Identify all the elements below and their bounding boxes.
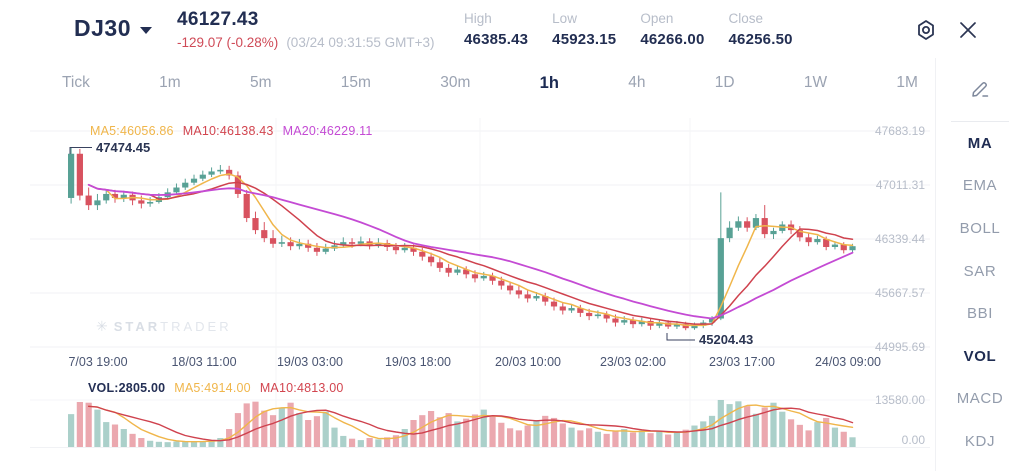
divider — [951, 121, 1009, 122]
svg-text:23/03 17:00: 23/03 17:00 — [709, 355, 775, 369]
vol-ma10-legend-value: MA10:4813.00 — [259, 381, 344, 395]
sidebar-item-macd[interactable]: MACD — [956, 390, 1004, 408]
chevron-down-icon[interactable] — [139, 26, 152, 34]
stat-open: Open 46266.00 — [640, 11, 705, 48]
stat-high: High 46385.43 — [464, 11, 529, 48]
svg-text:7/03 19:00: 7/03 19:00 — [68, 355, 127, 369]
ma20-legend-value: MA20:46229.11 — [282, 124, 373, 138]
tab-30m[interactable]: 30m — [440, 74, 471, 91]
sidebar-item-ma[interactable]: MA — [967, 134, 993, 152]
svg-text:47011.31: 47011.31 — [876, 178, 925, 192]
svg-text:19/03 03:00: 19/03 03:00 — [277, 355, 343, 369]
price-change: -129.07 (-0.28%) — [177, 35, 279, 50]
ma5-legend-value: MA5:46056.86 — [90, 124, 174, 138]
svg-text:44995.69: 44995.69 — [875, 340, 925, 354]
ohlc-stats: High 46385.43 Low 45923.15 Open 46266.00… — [464, 11, 817, 48]
watermark-light: TRADER — [160, 319, 232, 334]
indicator-sidebar: MA EMA BOLL SAR BBI VOL MACD KDJ — [935, 58, 1024, 471]
tab-5m[interactable]: 5m — [249, 74, 272, 91]
svg-text:23/03 02:00: 23/03 02:00 — [600, 355, 666, 369]
star-icon: ✳ — [96, 318, 108, 334]
svg-text:47683.19: 47683.19 — [875, 124, 925, 138]
svg-text:46339.44: 46339.44 — [875, 232, 925, 246]
svg-text:47474.45: 47474.45 — [96, 140, 150, 155]
close-icon[interactable] — [958, 20, 978, 40]
startrader-watermark: ✳ STARTRADER — [96, 318, 232, 335]
stat-close: Close 46256.50 — [728, 11, 793, 48]
ma10-legend-value: MA10:46138.43 — [182, 124, 274, 138]
svg-text:20/03 10:00: 20/03 10:00 — [495, 355, 561, 369]
svg-text:18/03 11:00: 18/03 11:00 — [171, 355, 236, 369]
sidebar-item-ema[interactable]: EMA — [962, 177, 998, 195]
svg-text:19/03 18:00: 19/03 18:00 — [385, 355, 451, 369]
candlestick-chart[interactable]: 47683.19 47011.31 46339.44 45667.57 44995.69… — [0, 110, 935, 471]
quote-timestamp: (03/24 09:31:55 GMT+3) — [286, 35, 435, 50]
timeframe-tabs: Tick 1m 5m 15m 30m 1h 4h 1D 1W 1M — [62, 58, 918, 108]
tab-1h[interactable]: 1h — [539, 73, 559, 92]
svg-text:45204.43: 45204.43 — [699, 332, 753, 347]
svg-text:24/03 09:00: 24/03 09:00 — [815, 355, 881, 369]
tab-1d[interactable]: 1D — [714, 74, 735, 91]
tab-tick[interactable]: Tick — [62, 74, 90, 91]
sidebar-item-kdj[interactable]: KDJ — [964, 432, 996, 450]
symbol-name[interactable]: DJ30 — [74, 15, 131, 41]
svg-text:0.00: 0.00 — [902, 433, 926, 447]
tab-1m[interactable]: 1m — [159, 74, 181, 91]
svg-text:13580.00: 13580.00 — [875, 393, 925, 407]
vol-ma5-legend-value: MA5:4914.00 — [174, 381, 251, 395]
watermark-bold: STAR — [113, 319, 161, 334]
ma-legend: MA5:46056.86 MA10:46138.43 MA20:46229.11 — [90, 124, 373, 138]
tab-15m[interactable]: 15m — [340, 74, 371, 91]
draw-pencil-icon[interactable] — [969, 78, 991, 100]
sidebar-item-bbi[interactable]: BBI — [967, 305, 993, 323]
header: DJ30 46127.43 -129.07 (-0.28%) (03/24 09… — [0, 0, 1024, 58]
vol-legend-value: VOL:2805.00 — [88, 381, 166, 395]
tab-4h[interactable]: 4h — [628, 74, 646, 91]
volume-legend: VOL:2805.00 MA5:4914.00 MA10:4813.00 — [88, 381, 344, 395]
tab-1m-month[interactable]: 1M — [896, 74, 918, 91]
sidebar-item-boll[interactable]: BOLL — [959, 219, 1001, 237]
price-block: 46127.43 -129.07 (-0.28%) (03/24 09:31:5… — [177, 9, 435, 50]
svg-text:45667.57: 45667.57 — [875, 286, 925, 300]
settings-icon[interactable] — [914, 18, 938, 42]
tab-1w[interactable]: 1W — [803, 74, 828, 91]
sidebar-item-sar[interactable]: SAR — [963, 262, 997, 280]
last-price: 46127.43 — [177, 9, 259, 30]
sidebar-item-vol[interactable]: VOL — [963, 347, 997, 365]
symbol-selector[interactable]: DJ30 — [74, 15, 152, 42]
stat-low: Low 45923.15 — [552, 11, 617, 48]
